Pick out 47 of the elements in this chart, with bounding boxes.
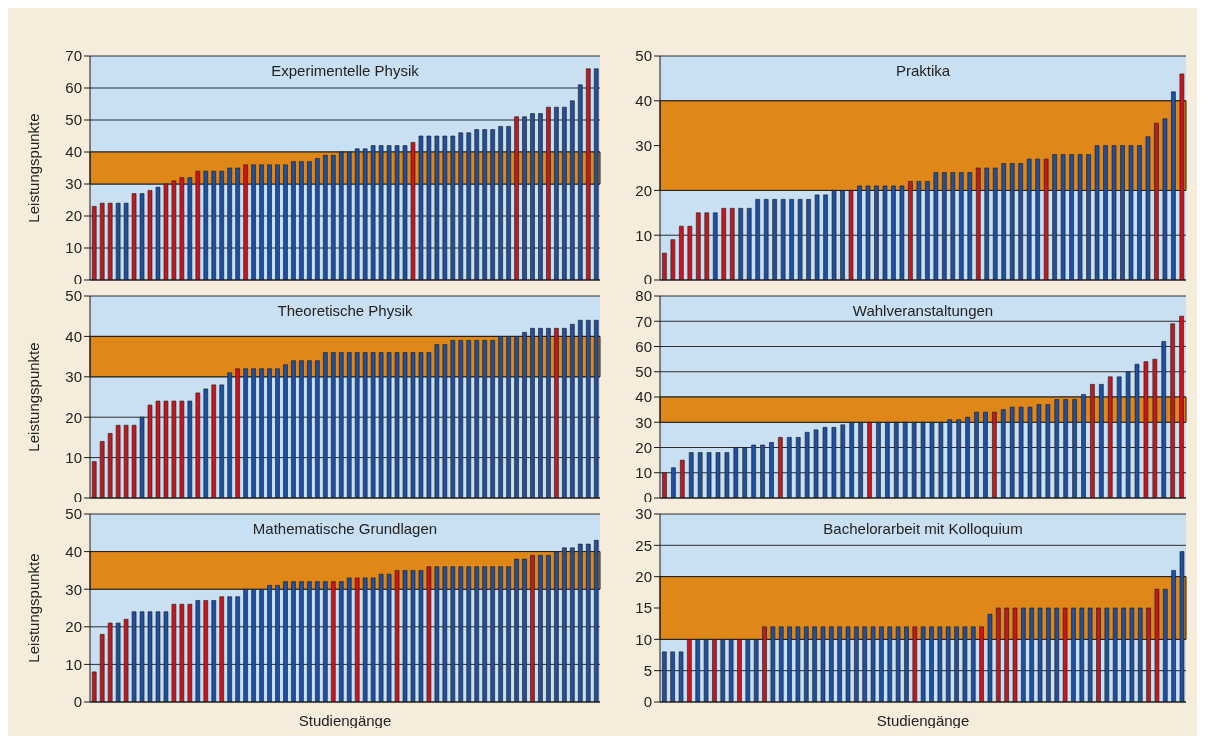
chart-title: Praktika bbox=[894, 62, 952, 79]
y-tick-label: 40 bbox=[65, 542, 82, 560]
y-tick-label: 15 bbox=[635, 599, 652, 617]
y-tick-label: 50 bbox=[65, 287, 82, 305]
chart-title: Mathematische Grundlagen bbox=[251, 520, 439, 537]
y-tick-label: 30 bbox=[635, 505, 652, 523]
y-tick-label: 10 bbox=[65, 655, 82, 673]
y-tick-label: 20 bbox=[635, 181, 652, 199]
y-tick-label: 60 bbox=[65, 79, 82, 97]
y-tick-label: 50 bbox=[635, 363, 652, 381]
y-tick-label: 5 bbox=[643, 661, 652, 679]
y-axis-title: Leistungspunkte bbox=[25, 342, 43, 452]
y-tick-label: 0 bbox=[73, 693, 82, 711]
chart-title: Bachelorarbeit mit Kolloquium bbox=[822, 520, 1024, 537]
y-tick-label: 60 bbox=[635, 337, 652, 355]
y-tick-label: 10 bbox=[65, 448, 82, 466]
y-tick-label: 20 bbox=[635, 438, 652, 456]
y-tick-label: 40 bbox=[635, 388, 652, 406]
chart-title: Experimentelle Physik bbox=[270, 62, 420, 79]
y-tick-label: 10 bbox=[635, 630, 652, 648]
y-tick-label: 40 bbox=[65, 327, 82, 345]
y-axis-title: Leistungspunkte bbox=[25, 113, 43, 223]
y-tick-label: 30 bbox=[65, 580, 82, 598]
y-tick-label: 50 bbox=[65, 505, 82, 523]
y-tick-label: 30 bbox=[635, 413, 652, 431]
y-tick-label: 20 bbox=[65, 408, 82, 426]
y-tick-label: 10 bbox=[635, 464, 652, 482]
y-tick-label: 20 bbox=[65, 207, 82, 225]
y-tick-label: 70 bbox=[635, 312, 652, 330]
y-tick-label: 40 bbox=[635, 92, 652, 110]
y-tick-label: 40 bbox=[65, 143, 82, 161]
y-tick-label: 0 bbox=[643, 693, 652, 711]
y-tick-label: 10 bbox=[635, 226, 652, 244]
y-tick-label: 10 bbox=[65, 239, 82, 257]
y-tick-label: 80 bbox=[635, 287, 652, 305]
y-tick-label: 30 bbox=[635, 136, 652, 154]
y-tick-label: 70 bbox=[65, 47, 82, 65]
y-tick-label: 30 bbox=[65, 175, 82, 193]
chart-title: Theoretische Physik bbox=[276, 302, 414, 319]
y-axis-title: Leistungspunkte bbox=[25, 553, 43, 663]
y-tick-label: 50 bbox=[635, 47, 652, 65]
y-tick-label: 30 bbox=[65, 368, 82, 386]
y-tick-label: 20 bbox=[65, 618, 82, 636]
y-tick-label: 50 bbox=[65, 111, 82, 129]
chart-title: Wahlveranstaltungen bbox=[851, 302, 995, 319]
y-tick-label: 25 bbox=[635, 536, 652, 554]
y-tick-label: 20 bbox=[635, 567, 652, 585]
